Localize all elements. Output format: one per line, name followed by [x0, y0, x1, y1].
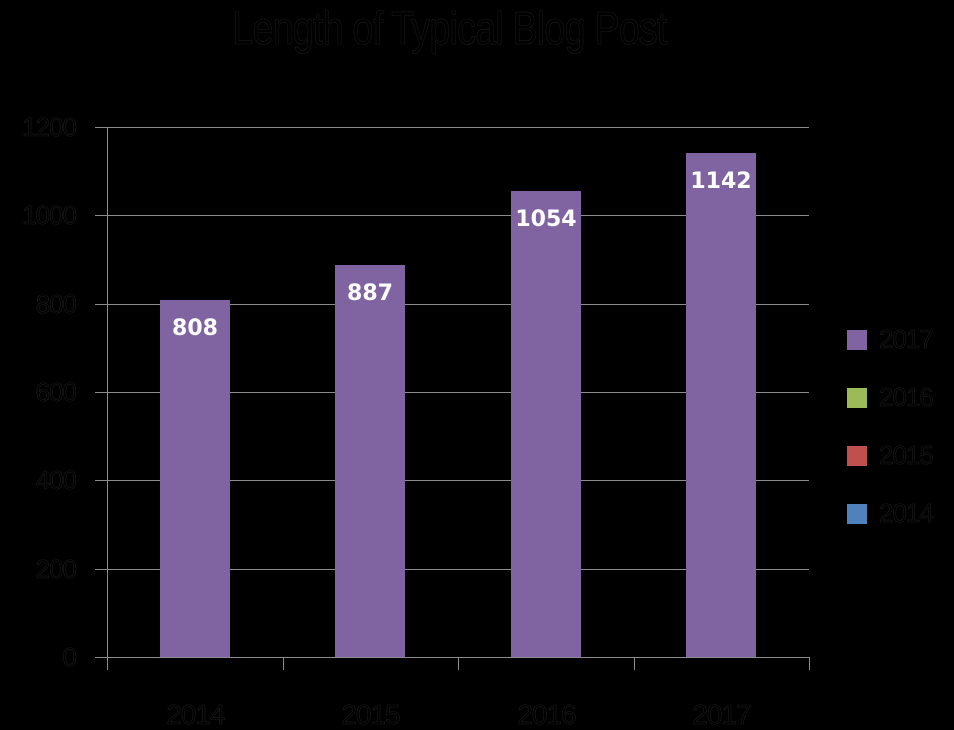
x-tick-label: 2017 [692, 699, 752, 730]
legend-label: 2016 [879, 382, 934, 413]
legend-label: 2014 [879, 498, 934, 529]
data-label: 808 [172, 316, 218, 341]
gridline [95, 657, 809, 658]
x-tick [634, 657, 635, 670]
data-label: 1142 [690, 169, 752, 194]
chart-title: Length of Typical Blog Post [232, 2, 668, 55]
data-label: 1054 [515, 207, 577, 232]
gridline [95, 569, 809, 570]
x-tick [107, 657, 108, 670]
legend-item-2014[interactable]: 2014 [847, 494, 954, 528]
x-tick-label: 2016 [517, 699, 577, 730]
legend-item-2017[interactable]: 2017 [847, 320, 954, 354]
legend-swatch [847, 330, 867, 350]
bar-2014[interactable]: 808 [160, 300, 230, 657]
gridline [95, 127, 809, 128]
x-tick [283, 657, 284, 670]
legend-item-2015[interactable]: 2015 [847, 436, 954, 470]
bar-2015[interactable]: 887 [335, 265, 405, 657]
gridline [95, 392, 809, 393]
gridline [95, 304, 809, 305]
y-tick-label: 1000 [22, 200, 77, 230]
data-label: 887 [347, 281, 393, 306]
bar-2017[interactable]: 1142 [686, 153, 756, 657]
y-axis-line [107, 127, 108, 670]
legend-label: 2015 [879, 440, 934, 471]
legend-swatch [847, 446, 867, 466]
x-tick-label: 2015 [341, 699, 401, 730]
x-tick [458, 657, 459, 670]
y-tick-label: 1200 [22, 112, 77, 142]
y-tick-label: 200 [35, 554, 77, 584]
gridline [95, 215, 809, 216]
y-tick-label: 400 [35, 465, 77, 495]
legend-swatch [847, 504, 867, 524]
legend-swatch [847, 388, 867, 408]
legend-item-2016[interactable]: 2016 [847, 378, 954, 412]
x-tick-label: 2014 [166, 699, 226, 730]
gridline [95, 480, 809, 481]
legend-label: 2017 [879, 324, 934, 355]
y-tick-label: 600 [35, 377, 77, 407]
bar-2016[interactable]: 1054 [511, 191, 581, 657]
y-tick-label: 800 [35, 289, 77, 319]
x-tick [809, 657, 810, 670]
y-tick-label: 0 [62, 642, 77, 672]
